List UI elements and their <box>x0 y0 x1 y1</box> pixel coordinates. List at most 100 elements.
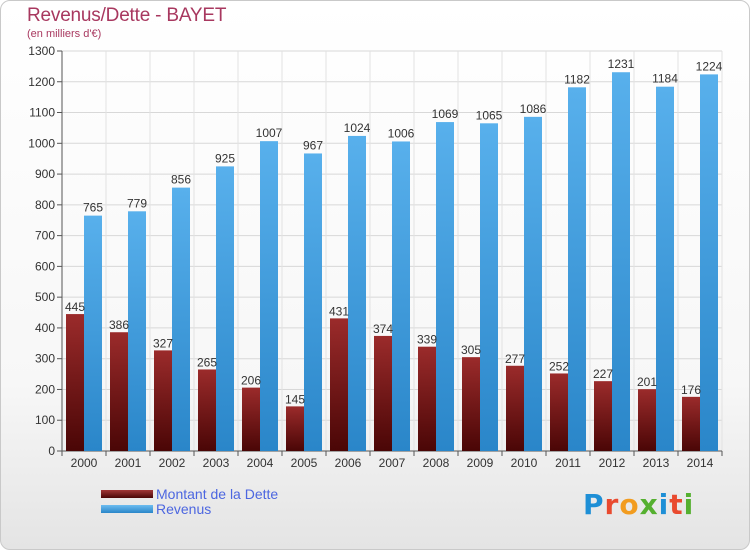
x-tick-label: 2004 <box>247 456 274 470</box>
bar-revenue <box>128 211 146 451</box>
bar-revenue <box>304 153 322 451</box>
chart-title: Revenus/Dette - BAYET <box>27 5 227 26</box>
bar-revenue <box>84 215 102 451</box>
bar-revenue <box>216 166 234 451</box>
logo-letter: x <box>639 488 659 521</box>
x-tick-label: 2011 <box>555 456 581 470</box>
legend-swatch-debt <box>101 490 153 498</box>
y-tick-label: 1200 <box>28 75 55 89</box>
data-label-revenue: 1231 <box>608 57 635 71</box>
data-label-revenue: 967 <box>303 138 323 152</box>
y-tick-label: 200 <box>35 382 55 396</box>
logo-letter: t <box>669 488 684 521</box>
bar-debt <box>374 335 392 451</box>
y-tick-label: 1300 <box>28 44 55 58</box>
data-label-revenue: 1224 <box>696 59 723 73</box>
bar-debt <box>462 357 480 451</box>
bar-debt <box>594 381 612 451</box>
data-labels: 445 765 386 779 327 856 265 925 206 1007 145 967 431… <box>65 57 723 406</box>
bar-revenue <box>172 187 190 451</box>
x-tick-label: 2002 <box>159 456 186 470</box>
bar-revenue <box>392 141 410 451</box>
data-label-debt: 327 <box>153 336 173 350</box>
logo-letter: i <box>658 488 670 521</box>
bar-debt <box>286 406 304 451</box>
y-tick-label: 1000 <box>28 136 55 150</box>
bar-revenue <box>480 123 498 452</box>
data-label-debt: 386 <box>109 318 129 332</box>
bar-revenue <box>348 135 366 451</box>
data-label-debt: 176 <box>681 383 701 397</box>
bar-revenue <box>260 141 278 451</box>
x-tick-label: 2009 <box>467 456 494 470</box>
x-tick-label: 2006 <box>335 456 362 470</box>
bar-debt <box>638 389 656 451</box>
data-label-revenue: 779 <box>127 196 147 210</box>
logo-letter: r <box>604 488 620 521</box>
y-tick-label: 400 <box>35 321 55 335</box>
logo-letter: o <box>619 488 640 521</box>
bar-revenue <box>436 122 454 452</box>
x-tick-label: 2003 <box>203 456 230 470</box>
data-label-revenue: 1065 <box>476 108 503 122</box>
legend-swatch-revenue <box>101 505 153 513</box>
bars <box>66 72 718 452</box>
data-label-debt: 145 <box>285 392 305 406</box>
data-label-debt: 265 <box>197 355 217 369</box>
legend-label-debt: Montant de la Dette <box>156 486 279 502</box>
x-tick-label: 2005 <box>291 456 318 470</box>
x-tick-label: 2013 <box>643 456 670 470</box>
bar-debt <box>154 350 172 451</box>
bar-revenue <box>524 116 542 451</box>
data-label-debt: 431 <box>329 304 349 318</box>
y-tick-label: 500 <box>35 290 55 304</box>
bar-debt <box>330 318 348 451</box>
chart-subtitle: (en milliers d'€) <box>27 28 102 40</box>
data-label-debt: 206 <box>241 374 261 388</box>
data-label-debt: 252 <box>549 359 569 373</box>
y-tick-label: 900 <box>35 167 55 181</box>
bar-chart: 0 100 200 300 400 500 600 700 800 900 1000 1100 1200… <box>28 44 723 470</box>
x-tick-label: 2010 <box>511 456 538 470</box>
data-label-revenue: 1024 <box>344 121 371 135</box>
x-tick-label: 2000 <box>71 456 98 470</box>
y-tick-label: 800 <box>35 198 55 212</box>
data-label-revenue: 1069 <box>432 107 459 121</box>
bar-revenue <box>700 74 718 451</box>
data-label-revenue: 1184 <box>652 72 678 86</box>
bar-revenue <box>612 72 630 451</box>
proxiti-logo: Proxiti <box>583 488 694 521</box>
bar-debt <box>110 332 128 451</box>
bar-revenue <box>568 87 586 452</box>
legend-label-revenue: Revenus <box>156 501 212 517</box>
bar-debt <box>550 373 568 451</box>
data-label-debt: 305 <box>461 343 481 357</box>
data-label-debt: 339 <box>417 333 437 347</box>
bar-debt <box>506 365 524 451</box>
y-tick-label: 700 <box>35 229 55 243</box>
axes: 0 100 200 300 400 500 600 700 800 900 1000 1100 1200… <box>28 44 723 470</box>
bar-revenue <box>656 86 674 451</box>
y-tick-label: 600 <box>35 259 55 273</box>
data-label-debt: 374 <box>373 322 393 336</box>
data-label-revenue: 765 <box>83 201 103 215</box>
y-tick-label: 1100 <box>29 106 55 120</box>
data-label-debt: 227 <box>593 367 613 381</box>
logo-letter: i <box>683 488 695 521</box>
y-tick-label: 300 <box>35 352 55 366</box>
bar-debt <box>198 369 216 451</box>
x-tick-label: 2012 <box>599 456 626 470</box>
data-label-revenue: 1086 <box>520 102 547 116</box>
data-label-revenue: 856 <box>171 173 191 187</box>
logo-letter: P <box>583 488 605 521</box>
x-tick-label: 2001 <box>115 456 142 470</box>
x-tick-label: 2007 <box>379 456 406 470</box>
data-label-revenue: 925 <box>215 151 235 165</box>
data-label-debt: 277 <box>505 352 525 366</box>
data-label-revenue: 1182 <box>564 72 590 86</box>
data-label-revenue: 1006 <box>388 126 415 140</box>
data-label-revenue: 1007 <box>256 126 283 140</box>
x-tick-label: 2008 <box>423 456 450 470</box>
bar-debt <box>242 387 260 451</box>
